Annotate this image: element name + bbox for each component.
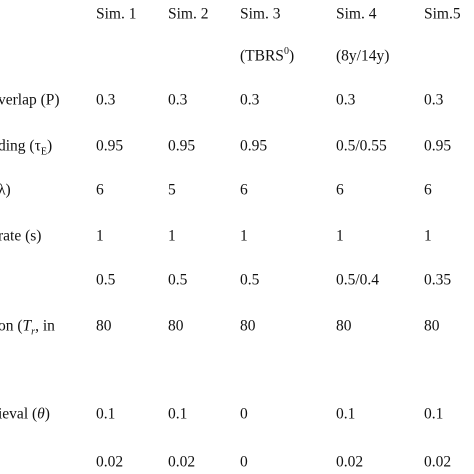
table-value: 0.5/0.55 — [336, 137, 387, 155]
table-value: 0.5 — [240, 271, 260, 289]
column-header: Sim. 1 — [96, 5, 137, 23]
column-header: Sim.5 — [424, 5, 461, 23]
text-segment: θ — [37, 405, 45, 423]
column-subheader: (TBRS0) — [240, 46, 295, 65]
table-value: 6 — [336, 181, 344, 199]
table-value: 80 — [424, 317, 440, 335]
table-value: 80 — [96, 317, 112, 335]
table-value: 0.02 — [424, 453, 452, 471]
table-value: 1 — [96, 227, 104, 245]
table-value: 1 — [240, 227, 248, 245]
row-label: ding (τE) — [0, 137, 53, 158]
table-value: 0 — [240, 453, 248, 471]
text-segment: (TBRS — [240, 47, 284, 65]
text-segment: (8y/14y) — [336, 47, 390, 65]
table-value: 1 — [336, 227, 344, 245]
row-label: rate (s) — [0, 228, 41, 244]
text-segment: ding (τ — [0, 137, 41, 155]
text-segment: ) — [46, 137, 53, 155]
table-value: 80 — [168, 317, 184, 335]
table-value: 0.02 — [168, 453, 196, 471]
table-value: 0.35 — [424, 271, 452, 289]
column-subheader: (8y/14y) — [336, 48, 389, 64]
table-value: 0.1 — [96, 405, 116, 423]
table-value: 0 — [240, 405, 248, 423]
table-value: 80 — [240, 317, 256, 335]
table-value: 6 — [96, 181, 104, 199]
table-value: 0.95 — [424, 137, 452, 155]
table-value: 0.3 — [240, 91, 260, 109]
table-value: 0.5 — [168, 271, 188, 289]
table-value: 0.95 — [240, 137, 268, 155]
table-value: 1 — [168, 227, 176, 245]
table-value: 0.1 — [336, 405, 356, 423]
table-value: 80 — [336, 317, 352, 335]
text-segment: verlap (P) — [0, 91, 60, 109]
text-segment: rate (s) — [0, 227, 42, 245]
text-segment: E — [40, 146, 47, 158]
row-label: on (Tr, in — [0, 317, 55, 338]
table-value: 0.02 — [336, 453, 364, 471]
text-segment: r — [31, 326, 36, 338]
table-value: 0.02 — [96, 453, 124, 471]
column-header: Sim. 4 — [336, 5, 377, 23]
text-segment: ) — [44, 405, 50, 423]
table-value: 0.3 — [168, 91, 188, 109]
table-value: 0.3 — [424, 91, 444, 109]
table-value: 0.5/0.4 — [336, 271, 380, 289]
row-label: verlap (P) — [0, 92, 60, 108]
text-segment: ) — [288, 47, 295, 65]
table-value: 5 — [168, 181, 176, 199]
text-segment: ieval ( — [0, 405, 38, 423]
table-value: 0.95 — [96, 137, 124, 155]
column-header: Sim. 3 — [240, 5, 281, 23]
row-label: λ) — [0, 182, 11, 198]
table-value: 0.95 — [168, 137, 196, 155]
table-value: 6 — [240, 181, 248, 199]
text-segment: , in — [35, 317, 55, 335]
table-value: 0.3 — [96, 91, 116, 109]
table-value: 0.1 — [168, 405, 188, 423]
table-value: 0.5 — [96, 271, 116, 289]
text-segment: T — [22, 317, 32, 335]
row-label: ieval (θ) — [0, 406, 50, 422]
table-value: 0.3 — [336, 91, 356, 109]
table-value: 0.1 — [424, 405, 444, 423]
text-segment: 0 — [283, 46, 289, 58]
table-value: 1 — [424, 227, 432, 245]
table-value: 6 — [424, 181, 432, 199]
text-segment: λ) — [0, 181, 11, 199]
text-segment: on ( — [0, 317, 23, 335]
column-header: Sim. 2 — [168, 5, 209, 23]
